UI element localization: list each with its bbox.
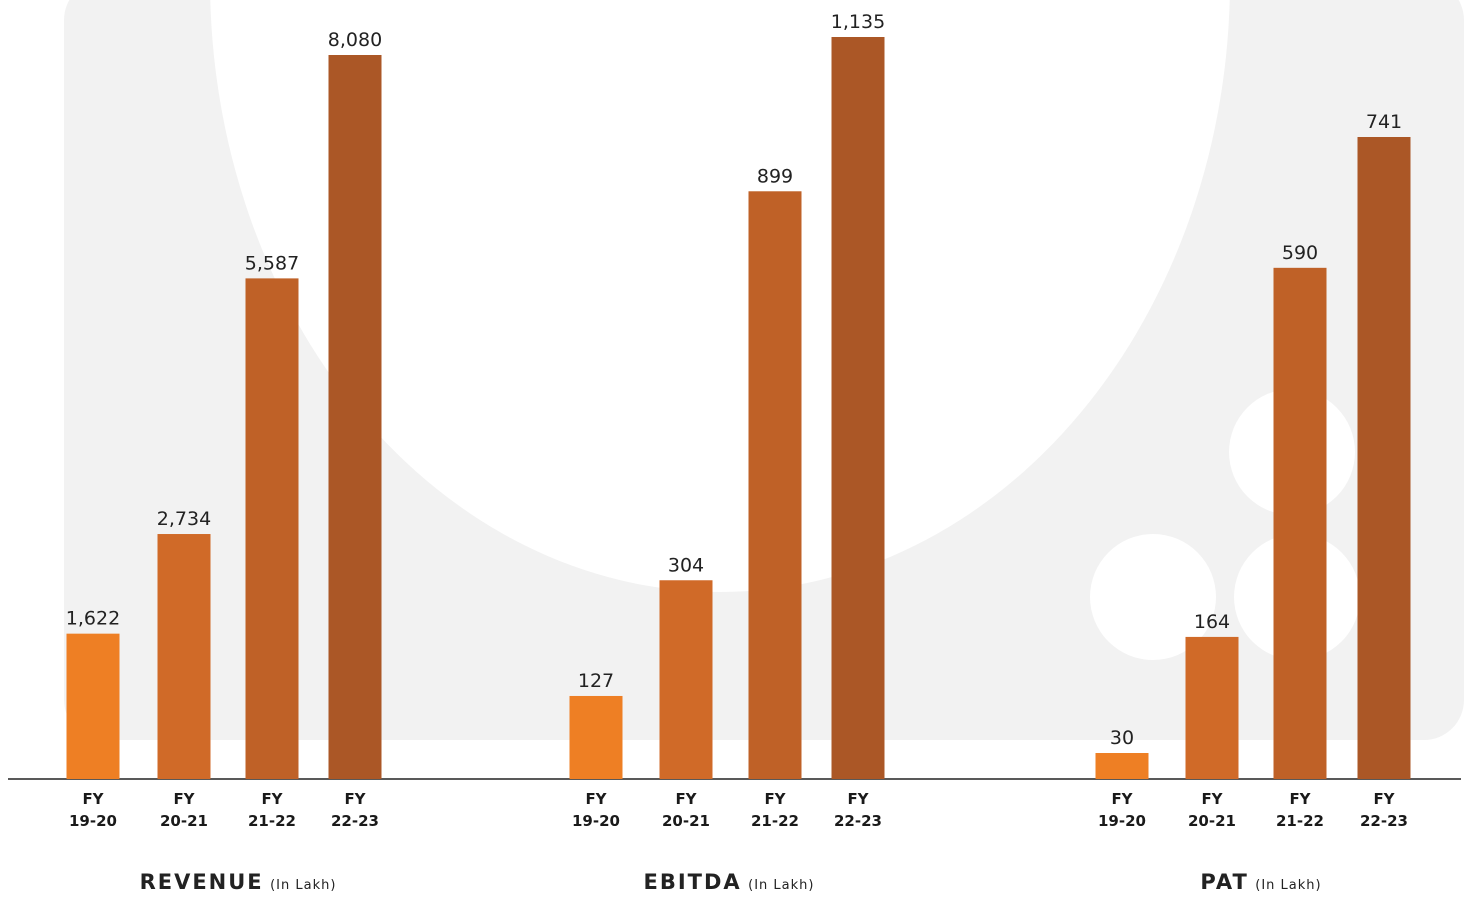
panel-title-revenue: REVENUE (In Lakh) xyxy=(140,870,337,894)
bar-revenue-3 xyxy=(328,55,382,779)
value-label: 164 xyxy=(1194,611,1230,633)
panel-title-text: EBITDA xyxy=(643,870,742,894)
panel-unit-text: (In Lakh) xyxy=(270,878,337,893)
tick-label-line2: 21-22 xyxy=(248,812,296,830)
value-label: 899 xyxy=(757,165,793,187)
background-arc xyxy=(210,0,1230,592)
value-label: 30 xyxy=(1110,727,1134,749)
tick-label-line1: FY xyxy=(1373,790,1395,808)
panel-unit-text: (In Lakh) xyxy=(748,878,815,893)
bar-ebitda-2 xyxy=(748,191,802,780)
panel-title-text: REVENUE xyxy=(139,870,264,894)
tick-label-line1: FY xyxy=(1289,790,1311,808)
tick-label-line1: FY xyxy=(585,790,607,808)
bar-revenue-0 xyxy=(66,633,120,779)
bar-ebitda-1 xyxy=(659,580,713,779)
panel-unit-text: (In Lakh) xyxy=(1255,878,1322,893)
bar-pat-1 xyxy=(1185,636,1239,779)
panel-title-pat: PAT (In Lakh) xyxy=(1200,870,1321,894)
value-label: 5,587 xyxy=(245,252,299,274)
tick-label-line1: FY xyxy=(1201,790,1223,808)
tick-label-line1: FY xyxy=(344,790,366,808)
panel-title-text: PAT xyxy=(1200,870,1249,894)
tick-label-line2: 22-23 xyxy=(834,812,882,830)
tick-label-line1: FY xyxy=(173,790,195,808)
value-label: 1,135 xyxy=(831,11,885,33)
bar-revenue-1 xyxy=(157,534,211,779)
tick-label-line1: FY xyxy=(675,790,697,808)
tick-label-line2: 22-23 xyxy=(1360,812,1408,830)
tick-label-line1: FY xyxy=(847,790,869,808)
tick-label-line2: 22-23 xyxy=(331,812,379,830)
bar-pat-2 xyxy=(1273,267,1327,779)
tick-label-line1: FY xyxy=(261,790,283,808)
tick-label-line1: FY xyxy=(764,790,786,808)
tick-label-line2: 21-22 xyxy=(751,812,799,830)
background-dot xyxy=(1090,534,1216,660)
tick-label-line2: 21-22 xyxy=(1276,812,1324,830)
chart-panel-pat: 30 FY 19-20 164 FY 20-21 590 FY 21-22 741 FY 22-23 xyxy=(1095,111,1411,830)
bar-pat-3 xyxy=(1357,137,1411,779)
bar-pat-0 xyxy=(1095,753,1149,779)
tick-label-line2: 19-20 xyxy=(1098,812,1146,830)
bar-ebitda-3 xyxy=(831,37,885,779)
tick-label-line2: 19-20 xyxy=(69,812,117,830)
chart-panel-revenue: 1,622 FY 19-20 2,734 FY 20-21 5,587 FY 21-22 8,08… xyxy=(66,29,382,830)
value-label: 127 xyxy=(578,670,614,692)
value-label: 8,080 xyxy=(328,29,382,51)
chart-panel-ebitda: 127 FY 19-20 304 FY 20-21 899 FY 21-22 1,135 FY 22-… xyxy=(569,11,885,830)
value-label: 741 xyxy=(1366,111,1402,133)
tick-label-line2: 20-21 xyxy=(160,812,208,830)
panel-title-ebitda: EBITDA (In Lakh) xyxy=(644,870,815,894)
tick-label-line2: 20-21 xyxy=(1188,812,1236,830)
value-label: 590 xyxy=(1282,242,1318,264)
bar-ebitda-0 xyxy=(569,695,623,779)
tick-label-line1: FY xyxy=(82,790,104,808)
tick-label-line2: 20-21 xyxy=(662,812,710,830)
value-label: 304 xyxy=(668,554,704,576)
value-label: 1,622 xyxy=(66,608,120,630)
tick-label-line1: FY xyxy=(1111,790,1133,808)
value-label: 2,734 xyxy=(157,508,211,530)
tick-label-line2: 19-20 xyxy=(572,812,620,830)
bar-revenue-2 xyxy=(245,278,299,779)
